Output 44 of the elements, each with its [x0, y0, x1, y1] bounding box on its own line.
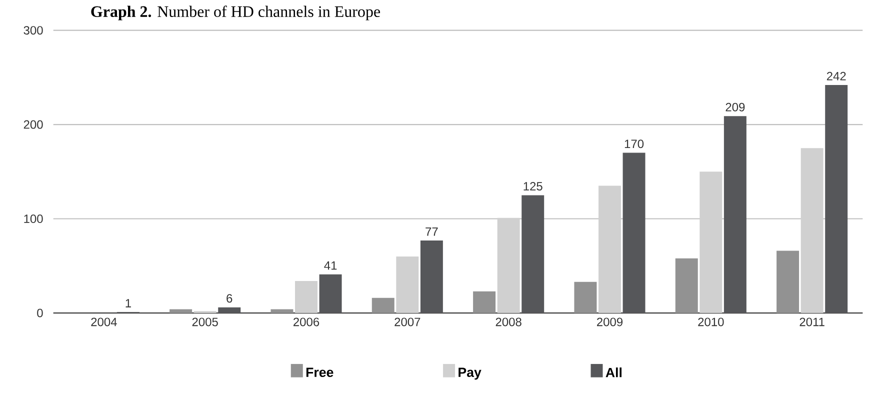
y-tick-label: 200 [24, 120, 43, 129]
legend-label: Pay [458, 368, 482, 380]
bar [800, 148, 824, 313]
x-tick-label: 2010 [698, 318, 724, 326]
bar [724, 116, 746, 313]
bar [170, 309, 192, 313]
bar [574, 282, 597, 313]
x-tick-label: 2008 [496, 318, 522, 326]
data-label: 242 [826, 72, 846, 80]
bar [825, 84, 848, 313]
bar [675, 258, 698, 313]
bar [270, 309, 294, 313]
bar [598, 186, 621, 313]
x-tick-label: 2011 [800, 318, 824, 326]
data-label: 209 [726, 102, 745, 112]
bar [700, 172, 722, 313]
bar [372, 298, 394, 313]
x-tick-label: 2006 [294, 318, 320, 326]
bar [776, 250, 800, 313]
data-label: 170 [624, 140, 644, 148]
legend-label: Free [306, 368, 334, 378]
data-label: 77 [426, 227, 438, 236]
x-tick-label: 2009 [597, 318, 623, 326]
data-label: 6 [226, 294, 232, 303]
y-tick-label: 0 [37, 308, 43, 318]
x-tick-label: 2005 [192, 318, 218, 326]
bar [622, 152, 646, 313]
bar [420, 240, 443, 313]
bar [497, 218, 520, 313]
y-tick-label: 100 [24, 214, 43, 224]
bar [522, 195, 544, 313]
bar [396, 256, 419, 313]
bar [473, 291, 496, 313]
y-tick-label: 300 [24, 26, 43, 35]
data-label: 41 [324, 261, 337, 270]
bar [218, 307, 241, 313]
bar [295, 280, 318, 313]
bar [319, 274, 342, 313]
x-tick-label: 2007 [394, 318, 420, 326]
data-label: 1 [126, 299, 131, 308]
data-label: 125 [524, 182, 542, 191]
chart-title: Graph 2. Number of HD channels in Europe [91, 6, 380, 20]
x-tick-label: 2004 [91, 318, 117, 326]
legend-label: All [606, 367, 622, 378]
